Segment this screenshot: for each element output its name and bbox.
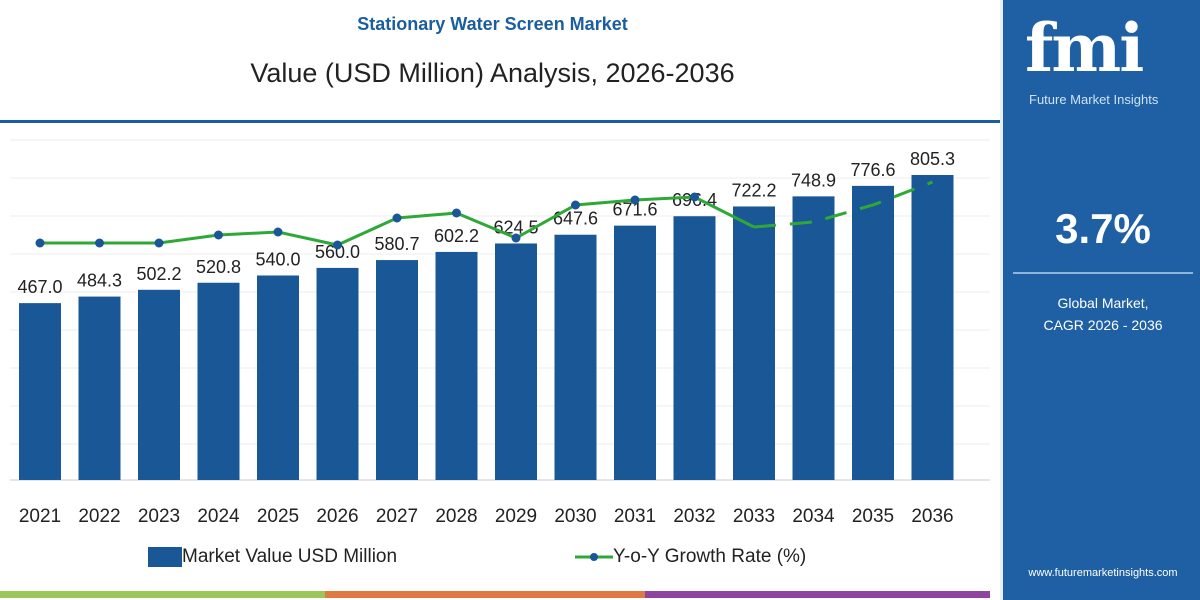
bar-label-2031: 671.6 bbox=[612, 200, 657, 220]
growth-point-2031 bbox=[630, 195, 640, 205]
website-link[interactable]: www.futuremarketinsights.com bbox=[1028, 567, 1178, 579]
x-tick-2023: 2023 bbox=[138, 506, 180, 527]
bar-2035 bbox=[852, 185, 894, 480]
bar-2025 bbox=[257, 275, 299, 480]
x-tick-2027: 2027 bbox=[376, 506, 418, 527]
x-tick-2025: 2025 bbox=[257, 506, 299, 527]
bar-label-2023: 502.2 bbox=[136, 264, 181, 284]
bar-label-2022: 484.3 bbox=[77, 271, 122, 291]
bar-label-2035: 776.6 bbox=[850, 160, 895, 180]
growth-point-2029 bbox=[511, 233, 521, 243]
growth-point-2027 bbox=[392, 213, 402, 223]
x-tick-2022: 2022 bbox=[78, 506, 120, 527]
bar-2027 bbox=[376, 260, 418, 480]
bar-label-2025: 540.0 bbox=[255, 249, 300, 269]
x-tick-2034: 2034 bbox=[792, 506, 835, 527]
bar-2021 bbox=[19, 303, 61, 480]
bar-2032 bbox=[673, 216, 716, 480]
cagr-label-line1: Global Market, bbox=[1057, 295, 1149, 311]
growth-point-2021 bbox=[35, 238, 45, 248]
growth-point-2026 bbox=[333, 240, 342, 250]
x-tick-2036: 2036 bbox=[911, 506, 953, 527]
x-tick-2031: 2031 bbox=[614, 506, 656, 527]
strip-orange bbox=[325, 591, 645, 598]
legend-bar-swatch bbox=[148, 547, 182, 567]
bar-label-2026: 560.0 bbox=[315, 242, 360, 262]
bar-2024 bbox=[197, 282, 240, 480]
x-tick-2032: 2032 bbox=[673, 506, 715, 527]
bar-label-2036: 805.3 bbox=[910, 149, 955, 169]
bar-2029 bbox=[495, 243, 537, 480]
chart: 467.0 2021 484.3 2022 502.2 2023 520.8 2024 540.… bbox=[10, 139, 990, 527]
bar-2036 bbox=[911, 175, 954, 480]
fmi-logo: fmi bbox=[1025, 9, 1144, 87]
strip-green bbox=[0, 591, 325, 598]
growth-point-2024 bbox=[214, 230, 223, 240]
cagr-label-line2: CAGR 2026 - 2036 bbox=[1043, 317, 1163, 333]
x-tick-2028: 2028 bbox=[435, 506, 477, 527]
x-tick-2026: 2026 bbox=[316, 506, 358, 527]
logo-subtitle: Future Market Insights bbox=[1029, 92, 1159, 107]
growth-point-2032 bbox=[690, 192, 699, 202]
chart-title: Stationary Water Screen Market bbox=[357, 14, 628, 34]
bar-2026 bbox=[316, 267, 359, 480]
growth-point-2030 bbox=[571, 200, 580, 210]
panel-divider bbox=[1013, 272, 1193, 274]
bar-label-2030: 647.6 bbox=[553, 209, 598, 229]
growth-point-2022 bbox=[95, 238, 104, 248]
growth-line-forecast bbox=[753, 180, 934, 229]
legend-line: Y-o-Y Growth Rate (%) bbox=[575, 546, 806, 568]
legend-line-label: Y-o-Y Growth Rate (%) bbox=[613, 546, 807, 567]
x-tick-2029: 2029 bbox=[495, 506, 537, 527]
growth-point-2028 bbox=[452, 208, 461, 218]
bar-label-2034: 748.9 bbox=[791, 170, 836, 190]
bar-label-2027: 580.7 bbox=[374, 234, 419, 254]
x-tick-2030: 2030 bbox=[554, 506, 596, 527]
bar-label-2021: 467.0 bbox=[17, 277, 62, 297]
chart-subtitle: Value (USD Million) Analysis, 2026-2036 bbox=[250, 58, 735, 88]
bar-2033 bbox=[733, 206, 775, 480]
info-panel: fmi Future Market Insights 3.7% Global M… bbox=[1000, 0, 1200, 600]
x-tick-2024: 2024 bbox=[197, 506, 240, 527]
growth-point-2025 bbox=[273, 227, 283, 237]
x-tick-2033: 2033 bbox=[733, 506, 775, 527]
divider bbox=[0, 120, 1000, 123]
bar-label-2028: 602.2 bbox=[434, 226, 479, 246]
bar-2034 bbox=[792, 196, 835, 481]
cagr-value: 3.7% bbox=[1055, 205, 1151, 252]
bar-label-2024: 520.8 bbox=[196, 257, 241, 277]
growth-point-2023 bbox=[154, 238, 164, 248]
legend-bar-label: Market Value USD Million bbox=[182, 546, 398, 567]
bar-2023 bbox=[138, 289, 180, 480]
legend-line-swatch bbox=[575, 553, 613, 561]
strip-purple bbox=[645, 591, 990, 598]
bar-2031 bbox=[614, 225, 656, 480]
bar-2028 bbox=[435, 251, 478, 480]
x-tick-2035: 2035 bbox=[852, 506, 894, 527]
bar-2022 bbox=[78, 296, 121, 480]
legend-bar: Market Value USD Million bbox=[148, 546, 397, 568]
bar-label-2033: 722.2 bbox=[731, 180, 776, 200]
cagr-label: Global Market, CAGR 2026 - 2036 bbox=[1003, 292, 1200, 336]
bar-2030 bbox=[554, 234, 597, 480]
x-tick-2021: 2021 bbox=[19, 506, 61, 527]
